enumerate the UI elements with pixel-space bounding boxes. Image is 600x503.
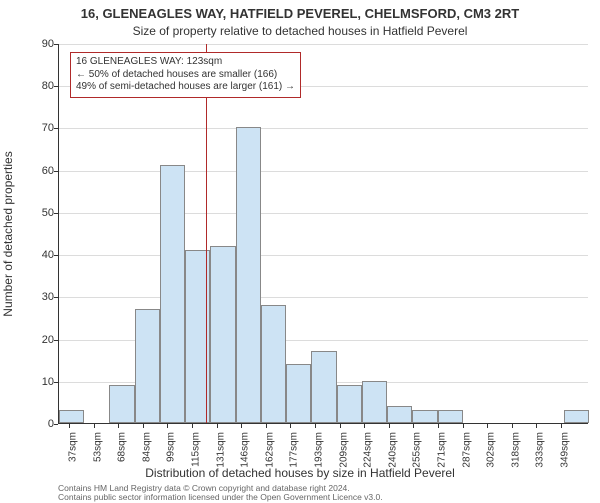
y-tick-label: 10 [14,376,54,388]
x-tick-mark [167,424,168,428]
histogram-bar [109,385,134,423]
y-tick-mark [54,128,58,129]
x-tick-mark [438,424,439,428]
x-tick-label: 37sqm [68,432,79,462]
figure-subtitle: Size of property relative to detached ho… [0,24,600,38]
y-tick-mark [54,86,58,87]
y-tick-label: 50 [14,207,54,219]
x-tick-label: 318sqm [511,432,522,468]
x-tick-label: 84sqm [142,432,153,462]
histogram-bar [236,127,261,423]
x-tick-mark [364,424,365,428]
x-tick-label: 162sqm [265,432,276,468]
x-tick-mark [389,424,390,428]
y-tick-label: 20 [14,334,54,346]
x-tick-label: 271sqm [437,432,448,468]
y-tick-mark [54,171,58,172]
gridline [59,171,588,172]
x-tick-label: 287sqm [462,432,473,468]
x-tick-mark [487,424,488,428]
y-tick-mark [54,382,58,383]
x-tick-mark [118,424,119,428]
figure-title-address: 16, GLENEAGLES WAY, HATFIELD PEVEREL, CH… [0,6,600,21]
y-tick-mark [54,340,58,341]
x-tick-mark [217,424,218,428]
y-tick-mark [54,424,58,425]
histogram-bar [362,381,387,423]
y-axis-label: Number of detached properties [1,151,15,316]
x-tick-label: 131sqm [216,432,227,468]
x-tick-label: 255sqm [411,432,422,468]
histogram-bar [412,410,437,423]
gridline [59,297,588,298]
histogram-bar [387,406,412,423]
y-tick-mark [54,213,58,214]
x-tick-mark [69,424,70,428]
x-tick-mark [94,424,95,428]
y-tick-label: 70 [14,122,54,134]
annotation-line2: ← 50% of detached houses are smaller (16… [76,69,295,82]
x-tick-mark [241,424,242,428]
x-tick-mark [561,424,562,428]
x-tick-label: 68sqm [116,432,127,462]
figure: 16, GLENEAGLES WAY, HATFIELD PEVEREL, CH… [0,0,600,500]
y-tick-mark [54,255,58,256]
x-tick-mark [266,424,267,428]
annotation-line3: 49% of semi-detached houses are larger (… [76,81,295,94]
gridline [59,255,588,256]
x-tick-mark [290,424,291,428]
gridline [59,128,588,129]
x-tick-mark [340,424,341,428]
x-axis-label: Distribution of detached houses by size … [0,466,600,480]
histogram-bar [261,305,286,423]
x-tick-label: 349sqm [560,432,571,468]
marker-line [206,44,207,423]
histogram-bar [438,410,463,423]
x-tick-mark [413,424,414,428]
histogram-bar [564,410,589,423]
plot-area [58,44,588,424]
x-tick-label: 53sqm [93,432,104,462]
histogram-bar [210,246,235,423]
y-tick-label: 30 [14,291,54,303]
x-tick-label: 224sqm [363,432,374,468]
x-tick-label: 177sqm [288,432,299,468]
y-tick-label: 90 [14,38,54,50]
annotation-box: 16 GLENEAGLES WAY: 123sqm ← 50% of detac… [70,52,301,98]
y-tick-label: 40 [14,249,54,261]
histogram-bar [160,165,185,423]
x-tick-mark [463,424,464,428]
x-tick-label: 193sqm [314,432,325,468]
x-tick-label: 240sqm [388,432,399,468]
x-tick-label: 333sqm [534,432,545,468]
histogram-bar [59,410,84,423]
histogram-bar [311,351,336,423]
x-tick-label: 115sqm [191,432,202,467]
histogram-bar [337,385,362,423]
footer-line2: Contains public sector information licen… [58,493,383,502]
x-tick-mark [512,424,513,428]
x-tick-label: 209sqm [339,432,350,468]
x-tick-label: 146sqm [239,432,250,468]
x-tick-mark [536,424,537,428]
y-tick-mark [54,297,58,298]
x-tick-mark [192,424,193,428]
y-tick-mark [54,44,58,45]
histogram-bar [286,364,311,423]
gridline [59,44,588,45]
y-tick-label: 80 [14,80,54,92]
annotation-line1: 16 GLENEAGLES WAY: 123sqm [76,56,295,69]
x-tick-label: 99sqm [165,432,176,462]
y-tick-label: 0 [14,418,54,430]
x-tick-label: 302sqm [486,432,497,468]
x-tick-mark [315,424,316,428]
gridline [59,213,588,214]
x-tick-mark [143,424,144,428]
histogram-bar [135,309,160,423]
y-tick-label: 60 [14,165,54,177]
